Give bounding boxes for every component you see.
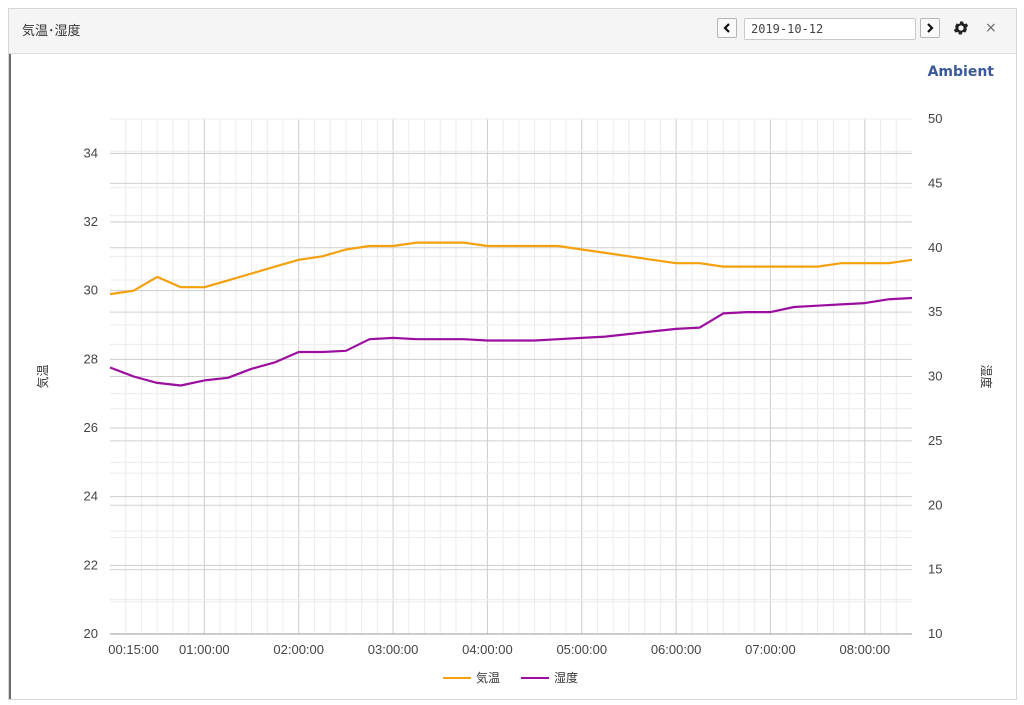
y-left-tick-label: 30: [84, 283, 98, 298]
y-right-tick-label: 35: [928, 304, 942, 319]
y-left-tick-label: 26: [84, 420, 98, 435]
y-left-tick-label: 24: [84, 489, 98, 504]
x-tick-label: 03:00:00: [368, 642, 419, 657]
y-right-tick-label: 40: [928, 240, 942, 255]
close-button[interactable]: ×: [985, 20, 997, 36]
series-line-2: [109, 296, 913, 387]
y-right-tick-label: 30: [928, 369, 942, 384]
legend-label-1: 気温: [476, 670, 500, 685]
x-tick-label: 06:00:00: [651, 642, 702, 657]
date-input[interactable]: [744, 18, 916, 40]
prev-date-button[interactable]: [717, 18, 737, 38]
ambient-logo: Ambient: [927, 64, 994, 80]
x-tick-label: 01:00:00: [179, 642, 230, 657]
x-tick-label: 07:00:00: [745, 642, 796, 657]
y-left-tick-label: 34: [84, 145, 98, 160]
y-left-tick-label: 32: [84, 214, 98, 229]
next-date-button[interactable]: [920, 18, 940, 38]
x-tick-label: 04:00:00: [462, 642, 513, 657]
y-left-tick-label: 28: [84, 351, 98, 366]
y-left-tick-label: 20: [84, 626, 98, 641]
x-tick-label: 05:00:00: [556, 642, 607, 657]
chart-area: Ambient 20 22 24 26 28 30 32 34 10 15 20 25 30 35 40 45…: [9, 54, 1016, 699]
series-line-1: [109, 241, 913, 296]
y-right-tick-label: 45: [928, 175, 942, 190]
y-right-tick-label: 10: [928, 626, 942, 641]
gear-icon[interactable]: [952, 19, 970, 37]
y-right-tick-label: 20: [928, 497, 942, 512]
y-right-tick-label: 25: [928, 433, 942, 448]
panel-title: 気温･湿度: [22, 24, 81, 39]
line-chart: 20 22 24 26 28 30 32 34 10 15 20 25 30 35 40 45 50 00:15:…: [35, 111, 994, 685]
chart-panel: 気温･湿度 × Ambient 20 22 24 26 28 30 32 34 10 15 20 25…: [8, 8, 1017, 700]
x-tick-label: 02:00:00: [273, 642, 324, 657]
x-tick-label: 00:15:00: [108, 642, 159, 657]
panel-header: 気温･湿度 ×: [9, 9, 1016, 54]
y-left-axis-title: 気温: [35, 364, 50, 388]
chevron-right-icon: [927, 23, 934, 33]
y-right-tick-label: 50: [928, 111, 942, 126]
y-left-tick-label: 22: [84, 557, 98, 572]
legend-label-2: 湿度: [554, 670, 578, 685]
chevron-left-icon: [723, 23, 730, 33]
x-tick-label: 08:00:00: [840, 642, 891, 657]
y-right-tick-label: 15: [928, 562, 942, 577]
y-right-axis-title: 湿度: [979, 364, 994, 388]
